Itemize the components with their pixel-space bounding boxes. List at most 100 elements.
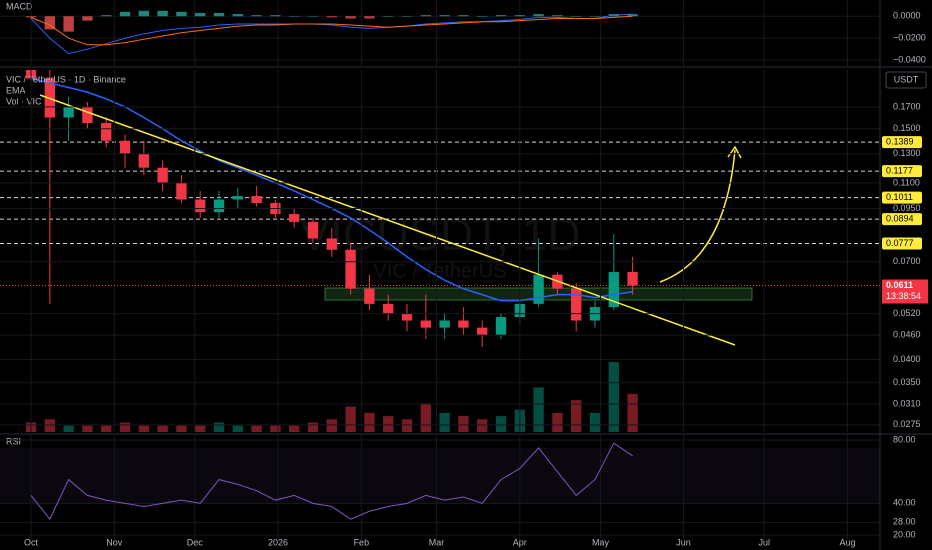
volume-bar: [608, 362, 619, 432]
arrow: [659, 149, 736, 283]
y-tick-label: 0.0950: [893, 203, 921, 213]
volume-bar: [552, 412, 563, 432]
unit-button[interactable]: [885, 71, 927, 89]
histogram-bar: [552, 15, 563, 17]
histogram-bar: [307, 16, 319, 17]
volume-bar: [157, 425, 168, 432]
candle-body: [176, 182, 187, 200]
volume-bar: [119, 422, 131, 432]
histogram-bar: [289, 16, 300, 17]
candle-body: [495, 317, 507, 336]
histogram-bar: [533, 14, 544, 17]
y-tick-label: 0.0000: [893, 11, 921, 21]
level-label: 0.0894: [886, 213, 914, 223]
macd-line: [30, 15, 633, 46]
x-tick-label: Aug: [839, 537, 855, 547]
volume-bar: [251, 425, 262, 432]
histogram-bar: [401, 16, 413, 17]
histogram-bar: [63, 16, 74, 32]
volume-bar: [420, 403, 431, 432]
histogram-bar: [345, 16, 356, 19]
rsi-band: [0, 448, 880, 504]
y-tick-label: 40.00: [893, 498, 916, 508]
rsi-line: [30, 442, 633, 521]
level-tag: [882, 165, 922, 178]
candle-body: [364, 288, 375, 304]
volume-bar: [138, 425, 149, 432]
volume-bar: [627, 393, 638, 432]
x-tick-label: Jun: [676, 537, 691, 547]
y-tick-label: 0.0460: [893, 329, 921, 339]
histogram-bar: [176, 11, 187, 17]
candle-body: [251, 196, 262, 204]
y-tick-label: −0.0400: [893, 55, 926, 65]
histogram-bar: [101, 15, 112, 17]
volume-bar: [364, 412, 375, 432]
histogram-bar: [232, 14, 243, 17]
volume-bar: [101, 425, 112, 432]
level-label: 0.1011: [886, 192, 913, 202]
histogram-bar: [589, 16, 601, 17]
candle-body: [307, 221, 319, 239]
x-tick-label: Oct: [24, 537, 39, 547]
candle-body: [627, 272, 638, 286]
legend-ema: EMA: [6, 85, 26, 95]
candle-body: [608, 272, 619, 308]
y-tick-label: 0.1300: [893, 148, 921, 158]
y-tick-label: 20.00: [893, 529, 916, 539]
candle-body: [439, 320, 450, 328]
candle-body: [326, 238, 337, 250]
candle-body: [477, 327, 488, 336]
histogram-bar: [119, 11, 131, 17]
unit-label[interactable]: USDT: [894, 74, 919, 84]
histogram-bar: [138, 10, 149, 17]
volume-bar: [383, 416, 394, 432]
y-tick-label: 0.0700: [893, 256, 921, 266]
legend-title: VIC / TetherUS · 1D · Binance: [6, 74, 126, 84]
volume-bar: [270, 425, 281, 432]
current-price-tag: [882, 279, 928, 304]
histogram-bar: [25, 16, 37, 18]
y-tick-label: 0.0310: [893, 398, 921, 408]
histogram-bar: [270, 15, 281, 17]
x-tick-label: Nov: [106, 537, 123, 547]
volume-bar: [439, 412, 450, 432]
current-price-label: 0.0611: [886, 280, 913, 290]
candle-body: [195, 199, 206, 213]
candle-body: [63, 106, 74, 118]
y-tick-label: 0.1100: [893, 177, 920, 187]
candle-body: [138, 153, 149, 168]
legend-macd: MACD: [6, 1, 33, 11]
candle-body: [533, 274, 544, 304]
y-tick-label: −0.0200: [893, 33, 926, 43]
histogram-bar: [157, 10, 168, 17]
legend-rsi: RSI: [6, 436, 21, 446]
candle-body: [119, 140, 131, 154]
histogram-bar: [477, 16, 488, 17]
y-tick-label: 0.0350: [893, 377, 921, 387]
macd-line: [30, 13, 633, 55]
histogram-bar: [326, 16, 337, 18]
volume-bar: [82, 425, 93, 432]
candle-body: [420, 320, 431, 328]
level-tag: [882, 191, 922, 204]
trend-line: [39, 94, 736, 346]
histogram-bar: [420, 15, 431, 17]
histogram-bar: [571, 16, 582, 17]
volume-bar: [232, 425, 243, 432]
candle-body: [157, 167, 168, 183]
level-label: 0.0777: [886, 238, 914, 248]
candle-body: [571, 288, 582, 321]
x-tick-label: Feb: [354, 537, 370, 547]
y-tick-label: 80.00: [893, 434, 916, 444]
volume-bar: [401, 419, 413, 432]
histogram-bar: [195, 12, 206, 17]
volume-bar: [495, 416, 507, 432]
histogram-bar: [364, 16, 375, 19]
histogram-bar: [439, 15, 450, 17]
candle-body: [289, 214, 300, 222]
x-tick-label: Dec: [187, 537, 204, 547]
candle-body: [232, 196, 243, 200]
